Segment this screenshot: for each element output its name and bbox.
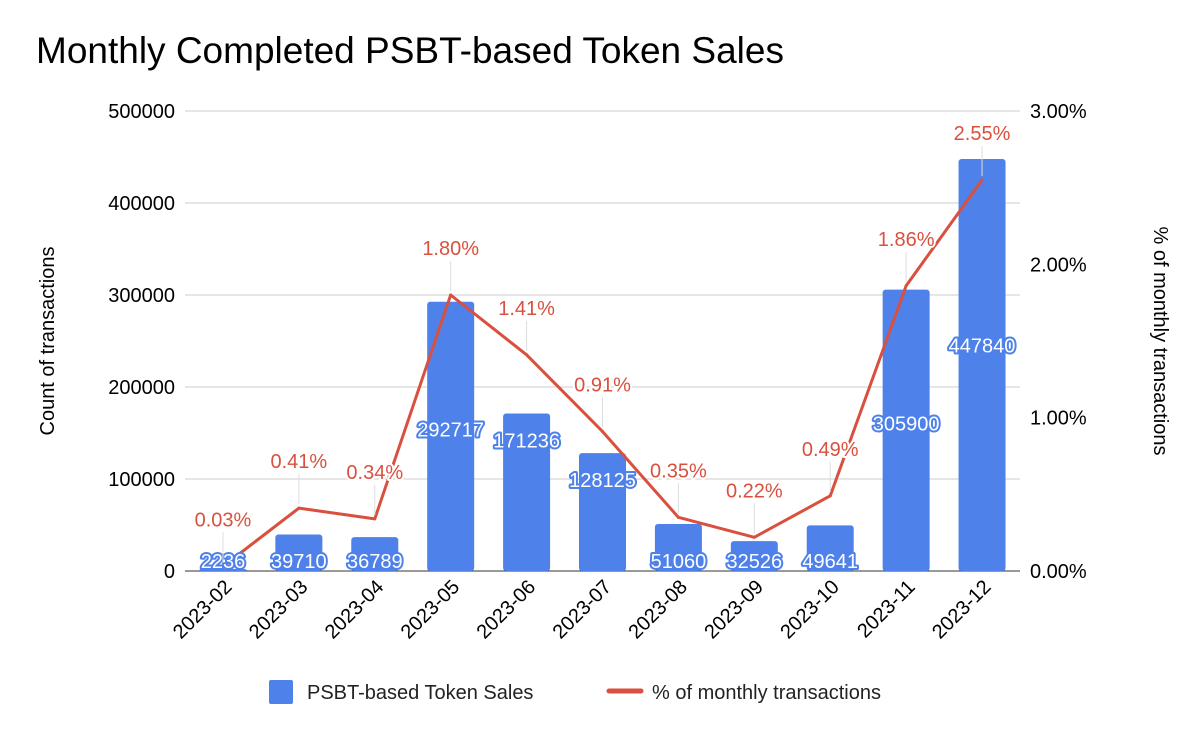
bar-value-label: 128125 [569, 470, 636, 492]
line-value-label: 0.49% [802, 439, 859, 461]
bar [882, 289, 930, 571]
line-value-label: 2.55% [954, 123, 1011, 145]
line-value-label: 0.34% [346, 462, 403, 484]
x-tick-label: 2023-12 [928, 576, 995, 643]
line-series [221, 178, 984, 568]
y2-tick-label: 1.00% [1030, 408, 1087, 430]
bar [275, 534, 323, 571]
bar [427, 301, 475, 571]
line-point [752, 535, 756, 539]
bar [958, 158, 1006, 572]
bar-value-label: 49641 [802, 551, 858, 573]
y2-tick-label: 2.00% [1030, 254, 1087, 276]
x-tick-label: 2023-07 [549, 576, 616, 643]
legend-label-line: % of monthly transactions [652, 682, 881, 704]
x-tick-label: 2023-06 [473, 576, 540, 643]
line-point [297, 506, 301, 510]
x-tick-label: 2023-04 [321, 576, 388, 643]
legend: PSBT-based Token Sales % of monthly trans… [269, 680, 881, 704]
bar-value-label: 305900 [873, 413, 940, 435]
bar-value-label: 292717 [417, 419, 484, 441]
x-tick-label: 2023-03 [245, 576, 312, 643]
line-point [525, 353, 529, 357]
x-tick-label: 2023-09 [700, 576, 767, 643]
line-point [828, 494, 832, 498]
x-tick-label: 2023-10 [776, 576, 843, 643]
y-tick-label: 300000 [108, 285, 175, 307]
x-tick-label: 2023-02 [169, 576, 236, 643]
bar-value-label: 171236 [493, 430, 560, 452]
bar-value-label: 36789 [347, 551, 403, 573]
line-value-label: 0.22% [726, 480, 783, 502]
x-tick-label: 2023-08 [624, 576, 691, 643]
legend-label-bar: PSBT-based Token Sales [307, 682, 533, 704]
y-tick-label: 100000 [108, 469, 175, 491]
bar-value-label: 447840 [949, 336, 1016, 358]
bar [503, 413, 551, 571]
legend-swatch-bar [269, 680, 293, 704]
line-value-label: 0.41% [271, 451, 328, 473]
bar-value-label: 39710 [271, 551, 327, 573]
y-axis-label: Count of transactions [37, 247, 59, 436]
y-tick-label: 0 [164, 561, 175, 583]
y2-tick-label: 3.00% [1030, 101, 1087, 123]
bar [199, 568, 247, 571]
bar [351, 537, 399, 571]
y-tick-label: 200000 [108, 377, 175, 399]
line-point [221, 564, 225, 568]
line-point [373, 517, 377, 521]
line-point [676, 515, 680, 519]
chart-title: Monthly Completed PSBT-based Token Sales [36, 30, 784, 71]
line-point [449, 293, 453, 297]
line-value-label: 0.91% [574, 374, 631, 396]
line-value-label: 1.80% [422, 238, 479, 260]
y-tick-label: 500000 [108, 101, 175, 123]
x-tick-label: 2023-11 [853, 576, 919, 642]
bar [579, 453, 626, 571]
bar [654, 524, 702, 571]
bar [730, 541, 778, 571]
y2-tick-label: 0.00% [1030, 561, 1087, 583]
y2-axis-label: % of monthly transactions [1149, 227, 1171, 456]
y-tick-label: 400000 [108, 193, 175, 215]
bar [806, 525, 854, 571]
bar-value-label: 51060 [651, 551, 707, 573]
x-tick-label: 2023-05 [397, 576, 464, 643]
line-point [980, 178, 984, 182]
bar-value-label: 32526 [727, 551, 783, 573]
line-point [601, 429, 604, 433]
line-value-label: 0.03% [195, 509, 252, 531]
line-value-label: 1.86% [878, 229, 935, 251]
line-value-label: 1.41% [498, 298, 555, 320]
line-value-label: 0.35% [650, 460, 707, 482]
bars [199, 158, 1006, 572]
line-point [904, 284, 908, 288]
